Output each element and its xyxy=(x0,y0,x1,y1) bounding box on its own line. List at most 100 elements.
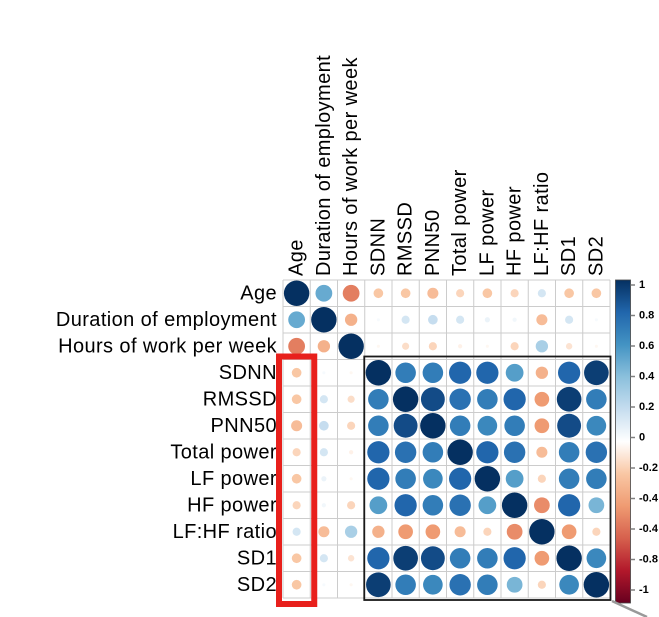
colorbar-tick-label: -0.2 xyxy=(639,462,658,474)
corr-circle-hf-power-x-sd1 xyxy=(557,494,581,517)
row-label-lf-power: LF power xyxy=(190,468,277,490)
black-submatrix-box xyxy=(363,355,612,601)
corr-circle-sd1-x-hf-power xyxy=(503,547,526,570)
col-label-rmssd: RMSSD xyxy=(395,202,417,276)
colorbar-tick-label: 0.8 xyxy=(639,310,654,322)
colorbar xyxy=(615,279,631,604)
corr-circle-lf-hf-ratio-x-sd1 xyxy=(561,524,577,540)
corr-circle-total-power-x-lf-power xyxy=(476,441,499,464)
corr-circle-hours-of-work-per-week-x-lf-hf-ratio xyxy=(535,340,549,353)
col-label-lf-power: LF power xyxy=(476,189,498,276)
corr-circle-age-x-age xyxy=(283,280,310,306)
row-label-hours-of-work-per-week: Hours of work per week xyxy=(58,335,277,357)
row-label-total-power: Total power xyxy=(170,441,277,463)
corr-circle-total-power-x-pnn50 xyxy=(422,441,444,463)
corr-circle-lf-power-x-pnn50 xyxy=(423,468,443,489)
corr-circle-rmssd-x-sdnn xyxy=(368,388,389,410)
col-label-sdnn: SDNN xyxy=(367,218,389,276)
corr-circle-sdnn-x-sd2 xyxy=(584,360,609,386)
corr-circle-hours-of-work-per-week-x-duration-of-employment xyxy=(317,340,331,353)
corr-circle-sd2-x-lf-hf-ratio xyxy=(537,580,546,589)
corr-circle-total-power-x-hf-power xyxy=(503,441,526,463)
corr-circle-lf-power-x-sd1 xyxy=(558,468,580,490)
col-label-lf-hf-ratio: LF:HF ratio xyxy=(531,172,553,276)
corr-circle-lf-hf-ratio-x-pnn50 xyxy=(425,524,441,540)
corr-circle-sd1-x-age xyxy=(291,553,302,564)
corr-circle-lf-power-x-age xyxy=(291,473,302,484)
corr-circle-total-power-x-lf-hf-ratio xyxy=(536,446,548,458)
corr-circle-pnn50-x-lf-power xyxy=(477,415,498,436)
corr-circle-rmssd-x-total-power xyxy=(449,388,471,410)
corr-circle-duration-of-employment-x-lf-hf-ratio xyxy=(536,314,548,326)
col-label-sd2: SD2 xyxy=(585,236,607,276)
corr-circle-lf-hf-ratio-x-age xyxy=(292,527,301,536)
corr-circle-hf-power-x-hf-power xyxy=(501,492,528,518)
corr-circle-lf-hf-ratio-x-sd2 xyxy=(592,527,601,536)
corr-circle-lf-power-x-hours-of-work-per-week xyxy=(349,477,353,481)
corr-circle-duration-of-employment-x-pnn50 xyxy=(428,314,438,325)
corr-circle-rmssd-x-lf-power xyxy=(477,388,498,410)
corr-circle-sd2-x-hf-power xyxy=(506,576,523,593)
corr-circle-rmssd-x-lf-hf-ratio xyxy=(534,391,550,407)
corner-line xyxy=(611,599,648,617)
corr-circle-total-power-x-sd1 xyxy=(558,441,580,463)
corr-circle-pnn50-x-sd1 xyxy=(557,413,582,438)
corr-circle-pnn50-x-sd2 xyxy=(586,415,607,436)
corr-circle-sd1-x-sd1 xyxy=(556,545,582,571)
corr-circle-sdnn-x-sd1 xyxy=(557,361,581,384)
corr-circle-total-power-x-age xyxy=(292,448,301,457)
col-label-age: Age xyxy=(286,239,308,276)
colorbar-tick-label: 0.4 xyxy=(639,371,655,383)
corr-circle-rmssd-x-hours-of-work-per-week xyxy=(347,395,355,403)
corr-circle-age-x-pnn50 xyxy=(427,287,439,299)
corr-circle-hf-power-x-pnn50 xyxy=(422,494,444,516)
corr-circle-sd1-x-sd2 xyxy=(586,548,607,569)
corr-circle-rmssd-x-sd1 xyxy=(556,386,582,412)
corr-circle-age-x-hours-of-work-per-week xyxy=(342,284,360,302)
corr-circle-pnn50-x-lf-hf-ratio xyxy=(534,418,550,434)
row-label-age: Age xyxy=(240,282,277,304)
corr-circle-sd2-x-duration-of-employment xyxy=(322,583,326,587)
corr-circle-lf-hf-ratio-x-sdnn xyxy=(372,525,385,538)
corr-circle-total-power-x-sd2 xyxy=(585,441,608,463)
row-label-sdnn: SDNN xyxy=(219,362,277,384)
corr-circle-age-x-duration-of-employment xyxy=(315,284,333,302)
corr-circle-sd1-x-lf-power xyxy=(477,547,498,569)
corr-circle-sd1-x-sdnn xyxy=(367,547,390,570)
corr-circle-sd2-x-hours-of-work-per-week xyxy=(349,583,353,587)
colorbar-tick-label: -0.4 xyxy=(639,523,659,535)
corr-circle-lf-hf-ratio-x-lf-power xyxy=(483,527,492,536)
corr-circle-duration-of-employment-x-duration-of-employment xyxy=(311,307,337,333)
corr-circle-hf-power-x-lf-power xyxy=(478,496,497,515)
corr-circle-sd1-x-rmssd xyxy=(393,545,418,571)
corr-circle-sd2-x-total-power xyxy=(449,574,471,596)
corr-circle-duration-of-employment-x-hf-power xyxy=(512,317,517,322)
corr-circle-rmssd-x-pnn50 xyxy=(420,387,445,412)
corr-circle-hf-power-x-total-power xyxy=(449,494,471,516)
corr-circle-sd2-x-sdnn xyxy=(366,572,391,598)
corr-circle-sd2-x-rmssd xyxy=(395,574,416,596)
corr-circle-rmssd-x-duration-of-employment xyxy=(319,395,328,404)
corr-circle-pnn50-x-hours-of-work-per-week xyxy=(347,421,356,430)
corr-circle-sd1-x-duration-of-employment xyxy=(319,554,328,563)
corr-circle-lf-power-x-lf-power xyxy=(474,466,501,492)
colorbar-tick-label: 0.6 xyxy=(639,340,654,352)
corr-circle-hf-power-x-sdnn xyxy=(369,496,388,515)
col-label-total-power: Total power xyxy=(449,169,471,276)
col-label-sd1: SD1 xyxy=(558,236,580,276)
corr-circle-hours-of-work-per-week-x-sdnn xyxy=(376,344,380,348)
corr-circle-sdnn-x-hf-power xyxy=(505,363,524,382)
corr-circle-hours-of-work-per-week-x-lf-power xyxy=(485,344,489,348)
corr-circle-hf-power-x-hours-of-work-per-week xyxy=(347,501,356,510)
corr-circle-hours-of-work-per-week-x-age xyxy=(288,337,306,355)
corr-circle-age-x-hf-power xyxy=(510,289,519,298)
corr-circle-total-power-x-hours-of-work-per-week xyxy=(349,450,354,455)
corr-circle-total-power-x-rmssd xyxy=(394,441,417,463)
col-label-pnn50: PNN50 xyxy=(422,210,444,276)
corr-circle-lf-power-x-rmssd xyxy=(395,468,416,490)
corr-circle-sdnn-x-sdnn xyxy=(365,360,392,386)
corr-circle-hf-power-x-rmssd xyxy=(394,494,417,517)
corr-circle-duration-of-employment-x-sd1 xyxy=(565,315,574,324)
row-label-duration-of-employment: Duration of employment xyxy=(56,309,277,331)
corr-circle-hf-power-x-duration-of-employment xyxy=(321,503,326,508)
